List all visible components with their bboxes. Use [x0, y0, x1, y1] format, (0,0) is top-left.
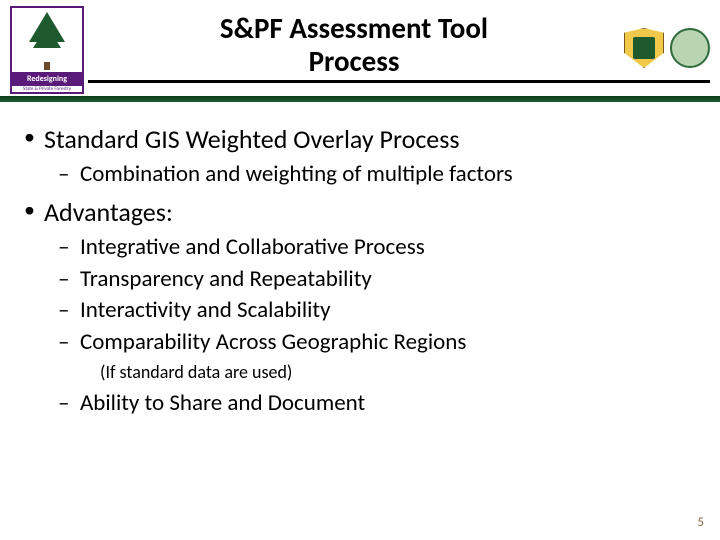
- slide-header: Redesigning State & Private Forestry S&P…: [0, 0, 720, 96]
- logo-sub-text: State & Private Forestry: [12, 86, 82, 92]
- redesigning-logo: Redesigning State & Private Forestry: [10, 6, 84, 94]
- slide-title-line1: S&PF Assessment Tool: [84, 12, 624, 45]
- bullet-2-sub-4-note: (If standard data are used): [44, 359, 696, 386]
- partner-seal-icon: [670, 28, 710, 68]
- bullet-1-sub-1: Combination and weighting of multiple fa…: [44, 159, 696, 191]
- tree-trunk-icon: [44, 62, 50, 70]
- bullet-2: Advantages: Integrative and Collaborativ…: [24, 195, 696, 420]
- title-underline: [88, 80, 710, 83]
- bullet-2-sub-2: Transparency and Repeatability: [44, 264, 696, 296]
- slide-body: Standard GIS Weighted Overlay Process Co…: [0, 96, 720, 420]
- tree-icon: [29, 12, 65, 42]
- slide-title-line2: Process: [84, 45, 624, 78]
- logo-band-text: Redesigning: [12, 72, 82, 86]
- right-logos: [624, 6, 710, 68]
- bullet-2-sub-4: Comparability Across Geographic Regions: [44, 327, 696, 359]
- bullet-1-text: Standard GIS Weighted Overlay Process: [44, 123, 460, 155]
- forest-service-shield-icon: [624, 28, 664, 68]
- page-number: 5: [697, 515, 704, 530]
- title-block: S&PF Assessment Tool Process: [84, 6, 624, 79]
- green-divider-bar: [0, 96, 720, 102]
- bullet-2-text: Advantages:: [44, 196, 173, 228]
- bullet-1: Standard GIS Weighted Overlay Process Co…: [24, 122, 696, 191]
- bullet-2-sub-3: Interactivity and Scalability: [44, 295, 696, 327]
- bullet-2-sub-5: Ability to Share and Document: [44, 388, 696, 420]
- bullet-2-sub-1: Integrative and Collaborative Process: [44, 232, 696, 264]
